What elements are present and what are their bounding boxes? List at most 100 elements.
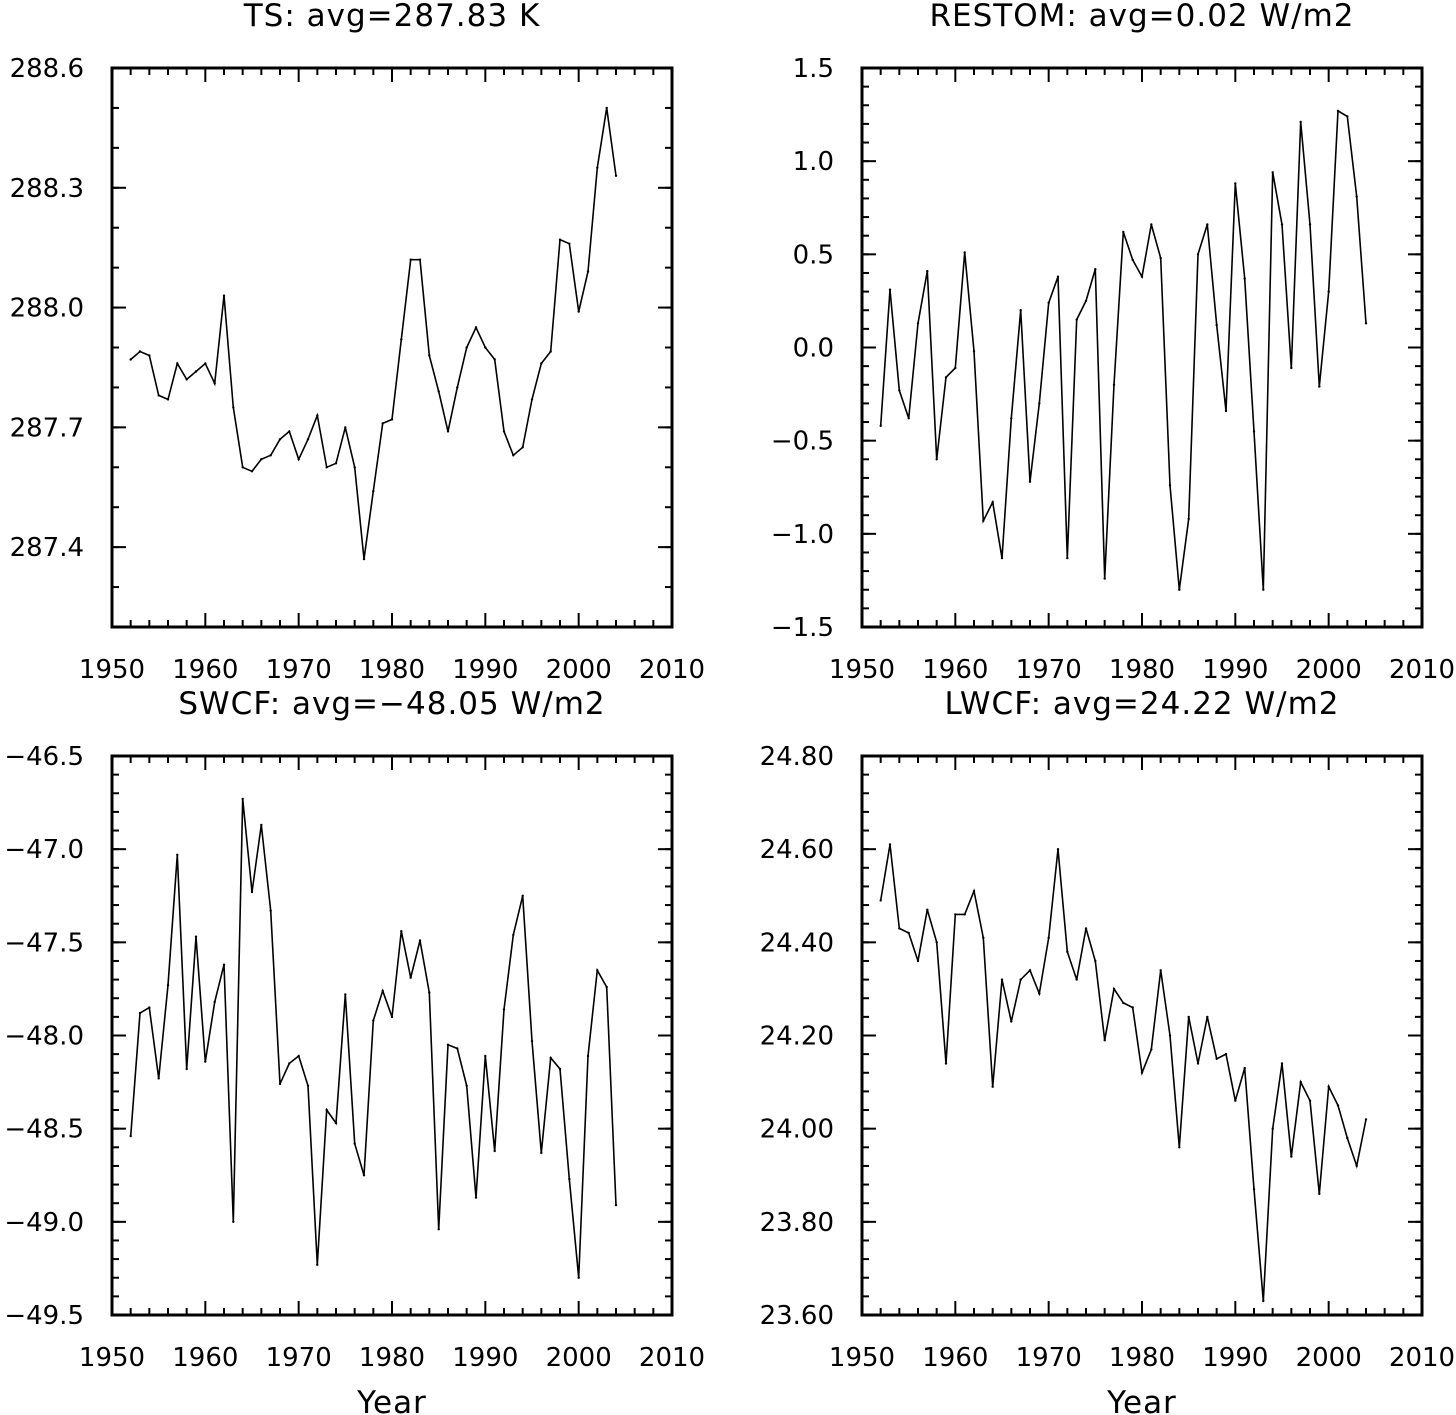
data-point: [1084, 299, 1088, 303]
data-point: [1234, 1099, 1237, 1102]
data-point: [1047, 936, 1050, 939]
data-point: [1150, 223, 1153, 226]
plot-frame: [860, 754, 1424, 1317]
y-tick-label: 23.60: [760, 1301, 834, 1331]
data-point: [446, 1043, 450, 1047]
x-tick-label: 2000: [1296, 655, 1362, 685]
data-point: [213, 1000, 216, 1004]
data-point: [935, 941, 938, 944]
data-point: [269, 909, 272, 912]
y-tick-label: 0.0: [793, 334, 834, 364]
data-point: [213, 382, 216, 385]
data-point: [1280, 1062, 1284, 1065]
y-tick-label: 24.80: [760, 742, 834, 772]
chart-title: SWCF: avg=−48.05 W/m2: [178, 686, 605, 722]
data-point: [586, 1054, 590, 1058]
x-tick-label: 1980: [1109, 655, 1175, 685]
data-point: [1131, 258, 1134, 262]
plot-frame: [110, 754, 674, 1317]
data-point: [241, 797, 244, 801]
chart-title: RESTOM: avg=0.02 W/m2: [929, 0, 1354, 34]
data-point: [1364, 1118, 1368, 1121]
y-tick-label: −49.0: [4, 1208, 84, 1238]
data-point: [1038, 402, 1041, 405]
data-point: [484, 1054, 487, 1058]
data-point: [1187, 1015, 1190, 1019]
data-point: [1094, 959, 1097, 963]
y-tick-label: −49.5: [4, 1301, 84, 1331]
data-point: [1010, 417, 1013, 420]
y-tick-label: −1.5: [771, 613, 834, 643]
data-point: [334, 462, 338, 465]
data-point: [1206, 1015, 1209, 1019]
data-point: [982, 936, 985, 939]
data-point: [232, 406, 235, 409]
data-point: [437, 1228, 440, 1231]
data-point: [1159, 256, 1162, 260]
data-point: [1355, 195, 1358, 198]
data-point: [614, 174, 618, 177]
chart-title: LWCF: avg=24.22 W/m2: [944, 686, 1339, 722]
data-point: [558, 238, 562, 241]
data-point: [963, 913, 966, 916]
y-tick-label: 24.40: [760, 928, 834, 958]
data-point: [269, 454, 272, 457]
data-point: [605, 106, 608, 110]
x-tick-label: 2010: [639, 1343, 705, 1373]
data-point: [1252, 1188, 1256, 1191]
data-point: [400, 930, 403, 933]
y-tick-label: 24.00: [760, 1115, 834, 1145]
data-point: [1075, 978, 1078, 981]
x-tick-label: 1980: [359, 655, 425, 685]
x-tick-label: 1970: [1016, 655, 1082, 685]
data-point: [138, 350, 142, 353]
data-point: [502, 1008, 506, 1011]
data-point: [954, 913, 957, 916]
data-point: [568, 1177, 571, 1181]
data-point: [1028, 969, 1032, 972]
data-point: [1271, 171, 1274, 174]
data-point: [1308, 223, 1312, 226]
data-point: [521, 894, 524, 897]
data-point: [344, 993, 347, 996]
x-tick-label: 2010: [1389, 655, 1455, 685]
y-tick-label: 288.0: [10, 294, 84, 324]
data-point: [605, 985, 608, 989]
data-point: [926, 908, 929, 911]
y-tick-label: 288.3: [10, 174, 84, 204]
y-tick-label: 1.0: [793, 147, 834, 177]
x-tick-label: 1990: [452, 655, 518, 685]
data-point: [1336, 1104, 1340, 1107]
x-axis-label: Year: [1106, 1385, 1177, 1415]
data-point: [944, 376, 948, 379]
data-point: [1150, 1048, 1153, 1051]
data-point: [1206, 223, 1209, 226]
data-point: [512, 933, 515, 937]
data-point: [972, 889, 976, 893]
data-point: [493, 1149, 496, 1153]
data-point: [1178, 1146, 1181, 1149]
panel-lwcf: LWCF: avg=24.22 W/m2 1950 1960 1970 1980 1990…: [760, 686, 1456, 1415]
data-point: [1019, 309, 1022, 312]
data-point: [1028, 480, 1032, 483]
data-point: [1168, 484, 1172, 487]
data-point: [530, 398, 534, 401]
data-point: [1308, 1099, 1312, 1102]
y-tick-label: −47.5: [4, 928, 84, 958]
y-tick-label: 287.7: [10, 413, 84, 443]
x-tick-label: 1980: [359, 1343, 425, 1373]
data-point: [1112, 383, 1116, 386]
data-point: [1187, 517, 1190, 521]
x-tick-label: 1950: [79, 1343, 145, 1373]
x-tick-label: 1970: [266, 1343, 332, 1373]
data-point: [250, 470, 254, 473]
x-tick-label: 1990: [452, 1343, 518, 1373]
data-point: [1196, 253, 1200, 256]
data-point: [879, 424, 882, 427]
data-point: [1215, 1057, 1218, 1061]
y-tick-label: 24.60: [760, 835, 834, 865]
data-point: [362, 557, 366, 561]
data-point: [390, 418, 394, 421]
data-point: [1140, 275, 1144, 278]
x-tick-label: 1950: [829, 655, 895, 685]
